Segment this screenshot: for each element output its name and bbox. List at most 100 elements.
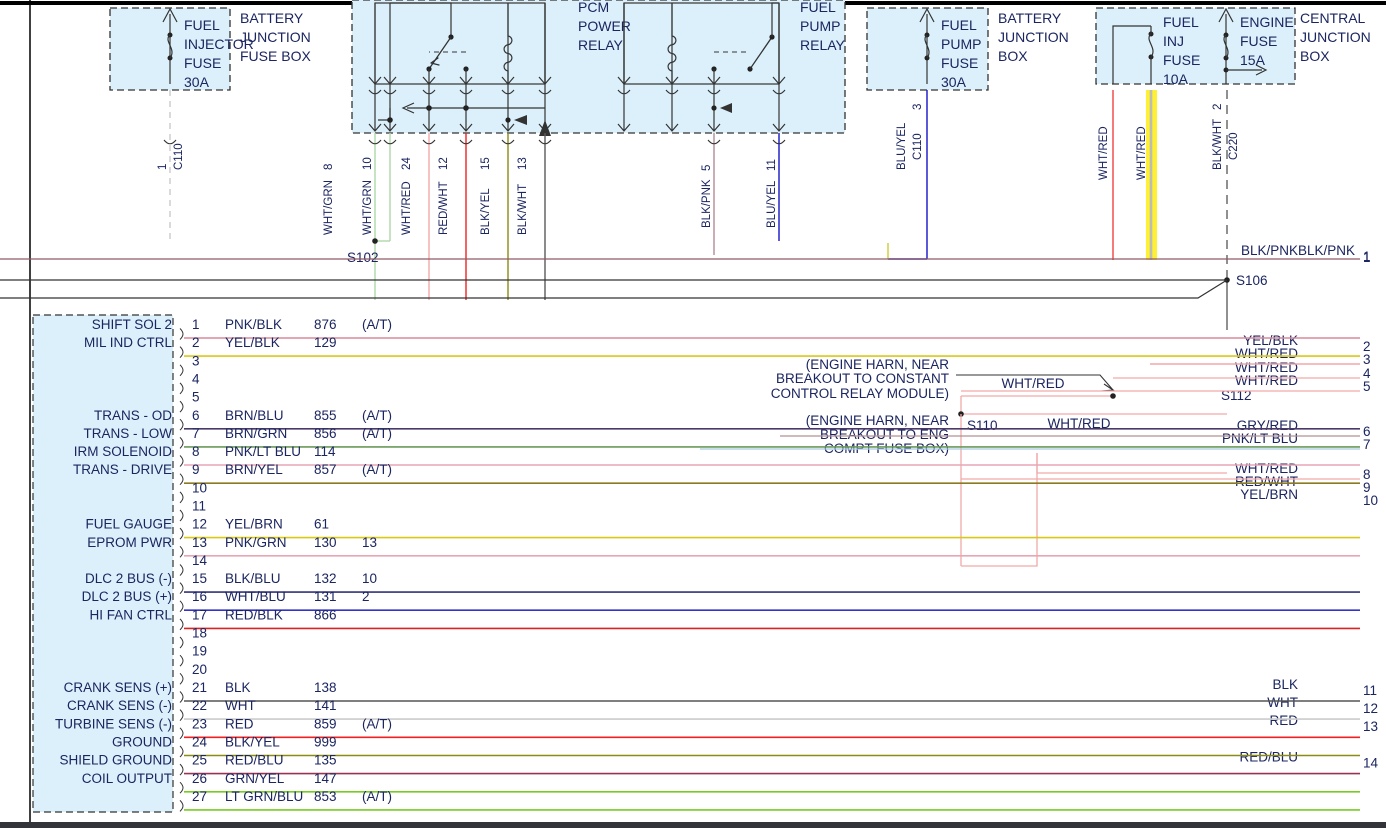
svg-text:COIL OUTPUT: COIL OUTPUT [82,771,172,786]
svg-text:BRN/GRN: BRN/GRN [225,426,287,441]
svg-text:30A: 30A [184,74,210,90]
svg-text:PUMP: PUMP [800,18,840,34]
svg-text:5: 5 [701,165,713,171]
svg-text:1: 1 [157,164,169,170]
svg-text:7: 7 [192,426,200,441]
svg-text:S106: S106 [1236,273,1268,288]
svg-text:11: 11 [192,499,206,514]
svg-text:13: 13 [192,535,207,550]
svg-text:RED/BLK: RED/BLK [225,607,283,622]
svg-text:23: 23 [192,716,207,731]
svg-text:RED/BLU: RED/BLU [1239,750,1298,765]
svg-text:CONTROL RELAY MODULE): CONTROL RELAY MODULE) [771,386,949,401]
svg-text:PNK/BLK: PNK/BLK [225,317,282,332]
svg-text:INJECTOR: INJECTOR [184,36,254,52]
svg-text:BOX: BOX [998,48,1028,64]
svg-text:LT GRN/BLU: LT GRN/BLU [225,789,303,804]
svg-text:2: 2 [1212,104,1224,110]
svg-text:TRANS - OD: TRANS - OD [94,408,172,423]
svg-text:SHIELD GROUND: SHIELD GROUND [59,753,172,768]
svg-text:(A/T): (A/T) [362,317,392,332]
svg-text:C220: C220 [1228,133,1240,161]
svg-text:WHT/GRN: WHT/GRN [362,180,374,235]
svg-text:BLK/WHT: BLK/WHT [1212,119,1224,170]
svg-text:RED: RED [225,716,254,731]
svg-text:10: 10 [192,480,207,495]
svg-text:RELAY: RELAY [578,37,624,53]
svg-text:YEL/BRN: YEL/BRN [1240,487,1298,502]
svg-text:BRN/BLU: BRN/BLU [225,408,284,423]
svg-text:POWER: POWER [578,18,631,34]
svg-text:INJ: INJ [1163,33,1184,49]
svg-text:GROUND: GROUND [112,735,172,750]
svg-text:YEL/BRN: YEL/BRN [225,517,283,532]
svg-text:(A/T): (A/T) [362,408,392,423]
svg-text:RED: RED [1269,713,1298,728]
svg-text:2: 2 [362,589,370,604]
svg-text:BLK: BLK [1272,677,1298,692]
svg-text:10: 10 [362,157,374,170]
svg-text:135: 135 [314,753,337,768]
svg-text:10: 10 [1363,493,1378,508]
svg-text:HI FAN CTRL: HI FAN CTRL [89,607,172,622]
svg-text:5: 5 [1363,379,1371,394]
svg-text:9: 9 [192,462,200,477]
svg-text:PNK/LT BLU: PNK/LT BLU [1222,431,1298,446]
svg-text:(ENGINE HARN, NEAR: (ENGINE HARN, NEAR [806,413,950,428]
svg-text:TURBINE SENS (-): TURBINE SENS (-) [55,716,172,731]
svg-text:FUEL: FUEL [800,0,836,15]
svg-text:RED/BLU: RED/BLU [225,753,284,768]
svg-text:FUSE: FUSE [184,55,221,71]
svg-text:BATTERY: BATTERY [240,10,304,26]
svg-text:138: 138 [314,680,337,695]
svg-text:3: 3 [912,104,924,110]
svg-text:24: 24 [401,157,413,170]
svg-text:WHT/GRN: WHT/GRN [323,180,335,235]
svg-text:853: 853 [314,789,337,804]
svg-text:13: 13 [1363,719,1378,734]
svg-text:856: 856 [314,426,337,441]
svg-text:999: 999 [314,735,337,750]
svg-text:16: 16 [192,589,207,604]
svg-text:FUEL GAUGE: FUEL GAUGE [85,517,172,532]
svg-text:130: 130 [314,535,337,550]
svg-text:CRANK SENS (-): CRANK SENS (-) [67,698,172,713]
svg-text:1: 1 [192,317,200,332]
svg-text:12: 12 [438,157,450,170]
svg-text:12: 12 [1363,701,1378,716]
svg-text:(A/T): (A/T) [362,716,392,731]
svg-text:S112: S112 [1221,388,1252,403]
svg-text:17: 17 [192,607,207,622]
svg-text:WHT/RED: WHT/RED [1002,376,1065,391]
svg-text:BRN/YEL: BRN/YEL [225,462,283,477]
svg-text:24: 24 [192,735,208,750]
svg-text:RED/WHT: RED/WHT [438,181,450,235]
svg-text:15A: 15A [1240,52,1266,68]
svg-text:C110: C110 [173,143,185,170]
svg-text:BLK: BLK [225,680,251,695]
svg-text:PCM: PCM [578,0,609,15]
svg-text:PNK/GRN: PNK/GRN [225,535,287,550]
svg-text:11: 11 [766,159,778,171]
svg-text:TRANS - DRIVE: TRANS - DRIVE [73,462,172,477]
svg-text:DLC 2 BUS (+): DLC 2 BUS (+) [82,589,172,604]
svg-text:IRM SOLENOID: IRM SOLENOID [74,444,173,459]
svg-text:BLU/YEL: BLU/YEL [766,180,778,228]
svg-text:(ENGINE HARN, NEAR: (ENGINE HARN, NEAR [806,357,950,372]
svg-text:27: 27 [192,789,207,804]
svg-text:13: 13 [517,157,529,170]
svg-text:18: 18 [192,626,207,641]
svg-text:132: 132 [314,571,337,586]
svg-text:(A/T): (A/T) [362,462,392,477]
svg-text:14: 14 [1363,756,1379,771]
svg-text:BLK/WHT: BLK/WHT [517,184,529,235]
svg-text:5: 5 [192,390,200,405]
svg-text:11: 11 [1363,683,1377,698]
svg-text:WHT/RED: WHT/RED [1098,126,1110,180]
svg-text:4: 4 [192,371,200,386]
svg-text:BATTERY: BATTERY [998,10,1062,26]
svg-text:WHT/RED: WHT/RED [401,181,413,235]
svg-text:114: 114 [314,444,336,459]
svg-text:876: 876 [314,317,337,332]
svg-text:1: 1 [1363,249,1371,264]
